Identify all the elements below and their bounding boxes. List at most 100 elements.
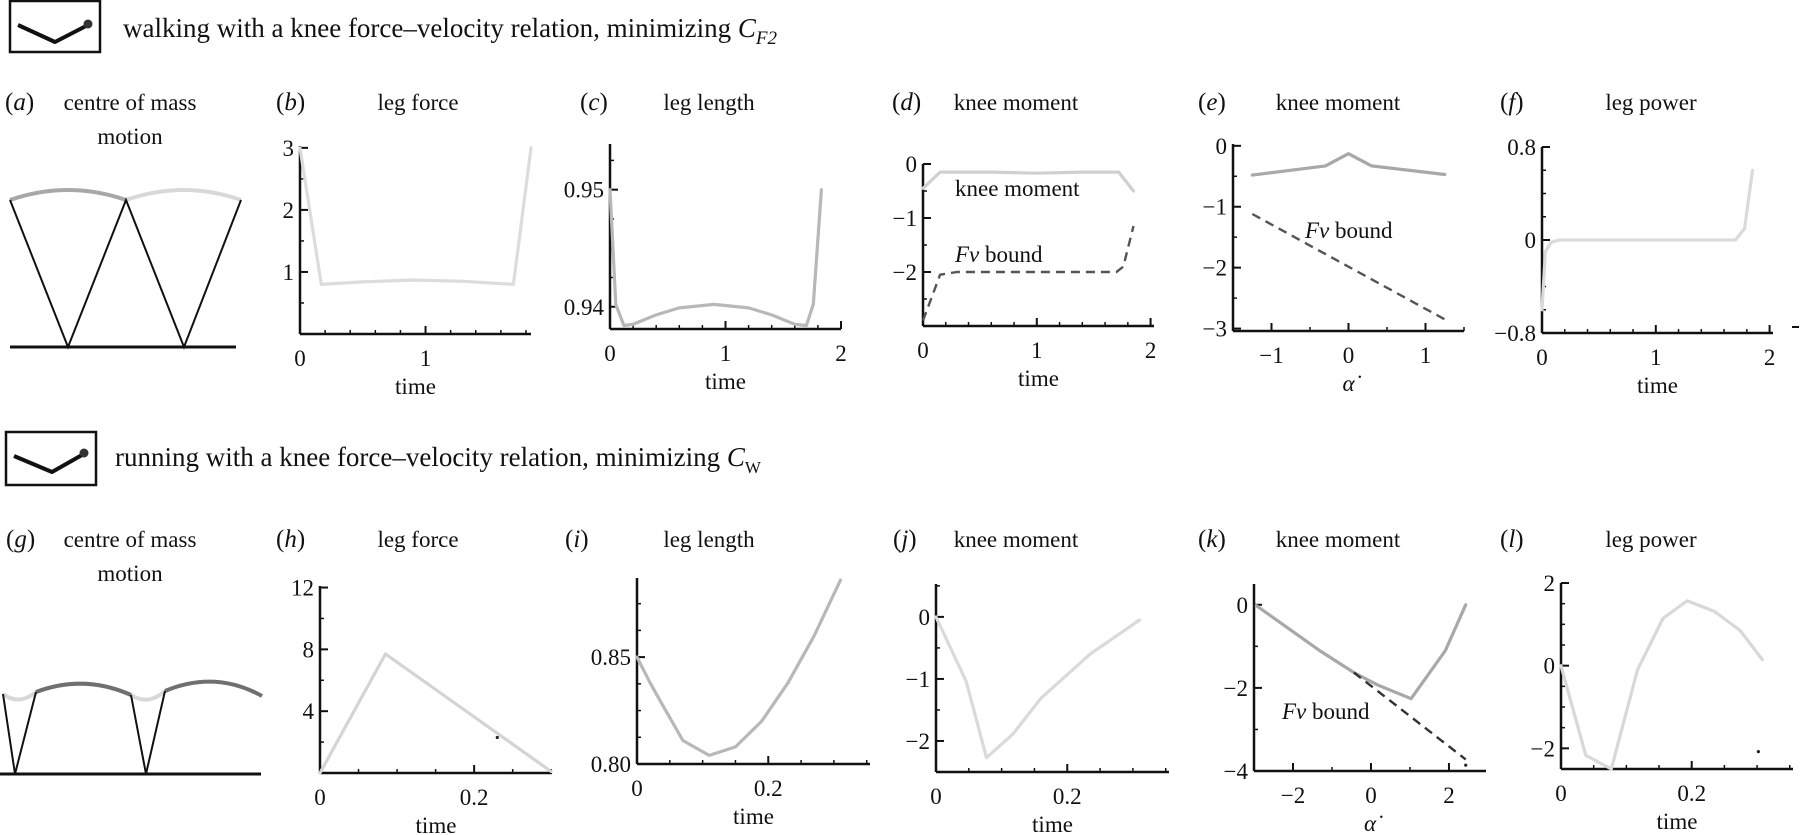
panel-label: (b) <box>276 89 305 116</box>
y-tick-label: −2 <box>1224 676 1248 701</box>
y-tick-label: −3 <box>1203 317 1227 342</box>
legs <box>9 197 242 350</box>
x-tick-label: 1 <box>1031 338 1043 363</box>
header-running: running with a knee force–velocity relat… <box>4 430 762 487</box>
com-diagram <box>9 188 242 350</box>
y-tick-label: 0.85 <box>591 645 631 670</box>
x-axis-label: time <box>705 369 746 394</box>
y-tick-label: −1 <box>893 206 917 231</box>
panel-title: knee moment <box>1276 527 1401 552</box>
y-tick-label: −1 <box>906 667 930 692</box>
y-tick-label: −4 <box>1224 759 1249 784</box>
y-tick-label: 0 <box>919 605 931 630</box>
x-axis-label: time <box>1018 366 1059 391</box>
panel-label: (e) <box>1198 89 1226 116</box>
y-tick-label: 0 <box>1237 593 1249 618</box>
annotation: Fv bound <box>1304 218 1393 243</box>
panel-i: (i) leg length 0 0.2 0.85 0.80 time <box>565 526 870 829</box>
y-tick-label: 0.94 <box>564 295 605 320</box>
panel-title: leg length <box>663 527 755 552</box>
x-axis-label: α̇ <box>1364 811 1383 835</box>
x-axis-label: time <box>395 374 436 399</box>
x-axis-label: time <box>1637 373 1678 398</box>
legs <box>2 691 37 775</box>
series-knee-moment <box>1254 603 1468 701</box>
annotation: Fv bound <box>1281 699 1370 724</box>
series-leg-force <box>298 146 533 286</box>
y-tick-label: 12 <box>291 576 314 601</box>
panel-title: leg force <box>377 527 458 552</box>
y-tick-label: 0 <box>1544 654 1556 679</box>
series-leg-power <box>1559 599 1764 771</box>
series-knee-moment <box>1250 152 1447 177</box>
panel-label: (k) <box>1198 526 1226 553</box>
x-axis-label: time <box>1657 809 1698 834</box>
x-tick-label: 0 <box>294 346 306 371</box>
y-tick-label: 0.80 <box>591 752 631 777</box>
panel-d: (d) knee moment 0 1 2 0 −1 −2 time knee moment Fv … <box>892 89 1156 391</box>
y-tick-label: −2 <box>906 729 930 754</box>
x-tick-label: 0 <box>631 776 643 801</box>
series-leg-length <box>635 578 843 758</box>
panel-title: motion <box>97 561 163 586</box>
bent-leg-icon-frame <box>4 430 98 487</box>
series-leg-force <box>318 652 553 775</box>
panel-title: centre of mass <box>64 90 197 115</box>
com-diagram <box>0 679 263 776</box>
annotation: Fv bound <box>954 242 1043 267</box>
x-tick-label: −2 <box>1281 783 1305 808</box>
y-tick-label: 0.8 <box>1507 135 1536 160</box>
y-tick-label: −2 <box>1531 736 1555 761</box>
x-tick-label: 1 <box>1420 343 1432 368</box>
panel-title: motion <box>97 124 163 149</box>
y-tick-label: 1 <box>283 260 295 285</box>
x-tick-label: 2 <box>835 341 847 366</box>
panel-g: (g) centre of mass motion <box>0 526 263 776</box>
panel-title: centre of mass <box>64 527 197 552</box>
y-tick-label: 3 <box>283 136 295 161</box>
y-tick-label: 8 <box>303 637 315 662</box>
panel-title: leg power <box>1605 90 1697 115</box>
y-tick-label: 0 <box>1216 134 1228 159</box>
panel-e: (e) knee moment −1 0 1 0 −1 −2 −3 α̇ Fv bound <box>1198 89 1465 396</box>
y-tick-label: 0 <box>1525 228 1537 253</box>
x-tick-label: 0.2 <box>1677 781 1706 806</box>
y-tick-label: 0 <box>906 152 918 177</box>
panel-title: knee moment <box>954 90 1079 115</box>
panel-b: (b) leg force 0 1 3 2 1 time <box>276 89 533 399</box>
panel-k: (k) knee moment −2 0 2 0 −2 −4 α̇ Fv bound <box>1198 526 1486 835</box>
panels: (a) centre of mass motion (b) leg force 0 1 3 2 1… <box>0 89 1793 835</box>
panel-j: (j) knee moment 0 0.2 0 −1 −2 time <box>893 526 1169 835</box>
y-tick-label: 2 <box>283 198 295 223</box>
panel-label: (a) <box>5 89 34 116</box>
x-tick-label: 1 <box>420 346 432 371</box>
bent-leg-icon-frame <box>8 0 102 54</box>
x-tick-label: 0 <box>1555 781 1567 806</box>
panel-label: (j) <box>893 526 917 553</box>
y-tick-label: −2 <box>1203 256 1227 281</box>
panel-title: knee moment <box>954 527 1079 552</box>
x-tick-label: 0.2 <box>1053 784 1082 809</box>
x-tick-label: 1 <box>720 341 732 366</box>
panel-c: (c) leg length 0 1 2 0.95 0.94 time <box>564 89 847 394</box>
panel-label: (l) <box>1500 526 1524 553</box>
com-arc-flight <box>129 689 167 702</box>
x-tick-label: 0 <box>917 338 929 363</box>
series-fv-bound <box>921 225 1135 322</box>
y-tick-label: 4 <box>303 699 315 724</box>
y-tick-label: 0.95 <box>564 178 604 203</box>
legs <box>130 690 166 775</box>
y-tick-label: 2 <box>1544 571 1556 596</box>
com-arc-stance <box>164 679 263 698</box>
x-tick-label: 2 <box>1145 338 1157 363</box>
header-title: running with a knee force–velocity relat… <box>115 442 762 477</box>
data-mark <box>495 735 499 740</box>
series-knee-moment <box>934 615 1142 760</box>
panel-label: (f) <box>1500 89 1524 116</box>
series-knee-moment <box>921 170 1136 193</box>
x-tick-label: 1 <box>1650 345 1662 370</box>
com-arc <box>125 188 242 202</box>
header-walking: walking with a knee force–velocity relat… <box>8 0 777 54</box>
